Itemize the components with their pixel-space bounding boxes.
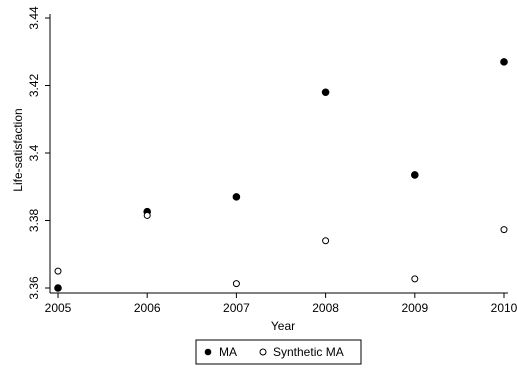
y-tick-label: 3.38 — [27, 208, 41, 232]
axes — [45, 14, 508, 298]
y-tick-label: 3.44 — [27, 6, 41, 30]
x-tick-label: 2005 — [45, 301, 72, 315]
x-tick-label: 2010 — [491, 301, 517, 315]
y-tick-label: 3.36 — [27, 276, 41, 300]
synthetic-ma-point — [500, 226, 508, 234]
synthetic-ma-point — [143, 211, 151, 219]
x-axis-title: Year — [271, 319, 295, 333]
y-axis-title: Life-satisfaction — [11, 108, 25, 191]
legend-label-ma: MA — [219, 345, 237, 359]
ma-point — [54, 284, 62, 292]
x-tick-label: 2007 — [223, 301, 250, 315]
x-tick-label: 2008 — [312, 301, 339, 315]
ma-point — [232, 193, 241, 201]
ma-point — [411, 171, 419, 179]
x-tick-label: 2006 — [134, 301, 161, 315]
legend-marker-ma — [204, 348, 212, 356]
synthetic-ma-point — [54, 267, 62, 275]
y-tick-label: 3.4 — [27, 144, 41, 161]
y-tick-label: 3.42 — [27, 73, 41, 97]
synthetic-ma-point — [411, 275, 419, 283]
ma-point — [321, 88, 330, 97]
synthetic-ma-point — [322, 237, 330, 245]
legend-box — [195, 339, 362, 365]
x-tick-labels: 2005 2006 2007 2008 2009 2010 — [45, 301, 517, 315]
legend-marker-synthetic-ma — [259, 348, 267, 356]
y-tick-labels: 3.36 3.38 3.4 3.42 3.44 — [27, 6, 41, 300]
synthetic-ma-point — [232, 280, 240, 288]
legend-label-synthetic-ma: Synthetic MA — [273, 345, 344, 359]
data-points — [54, 58, 508, 292]
ma-point — [500, 58, 508, 66]
x-tick-label: 2009 — [401, 301, 428, 315]
legend: MA Synthetic MA — [195, 339, 362, 365]
